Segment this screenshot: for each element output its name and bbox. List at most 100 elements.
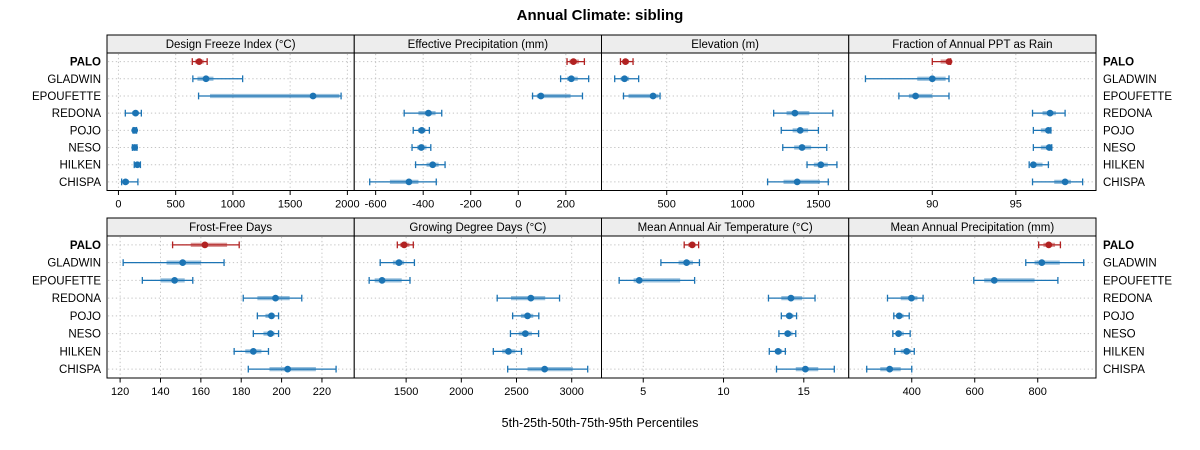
site-label-right: PALO <box>1103 57 1134 69</box>
median-dot <box>395 259 403 267</box>
site-label-left: CHISPA <box>59 177 101 189</box>
median-dot <box>133 161 141 169</box>
panel-box <box>353 52 602 191</box>
median-dot <box>635 276 643 284</box>
median-dot <box>418 126 426 134</box>
median-dot <box>122 178 129 186</box>
median-dot <box>908 294 915 302</box>
median-dot <box>1045 241 1053 249</box>
site-label-right: NESO <box>1103 143 1136 155</box>
axis-tick-label: 1000 <box>730 199 754 211</box>
median-dot <box>1061 178 1069 186</box>
median-dot <box>793 178 801 186</box>
axis-tick-label: 140 <box>151 386 169 398</box>
axis-tick-label: 2000 <box>449 386 473 398</box>
median-dot <box>1044 126 1052 134</box>
axis-tick-label: 90 <box>926 199 938 211</box>
panel-box <box>601 52 850 191</box>
axis-tick-label: -400 <box>412 199 434 211</box>
panel-strip-title: Mean Annual Precipitation (mm) <box>891 222 1055 234</box>
site-label-left: REDONA <box>52 108 102 120</box>
median-dot <box>798 144 806 151</box>
median-dot <box>505 347 512 355</box>
axis-tick-label: 1500 <box>806 199 830 211</box>
median-dot <box>309 92 317 100</box>
site-label-left: REDONA <box>52 293 102 305</box>
axis-tick-label: 2500 <box>504 386 528 398</box>
median-dot <box>688 241 696 249</box>
axis-tick-label: 2000 <box>335 199 359 211</box>
axis-tick-label: 400 <box>903 386 921 398</box>
site-label-right: CHISPA <box>1103 177 1145 189</box>
median-dot <box>400 241 408 249</box>
median-dot <box>1046 109 1054 117</box>
site-label-left: NESO <box>68 143 101 155</box>
axis-tick-label: 200 <box>557 199 575 211</box>
median-dot <box>521 330 529 338</box>
site-label-left: PALO <box>70 240 101 252</box>
axis-tick-label: 0 <box>515 199 521 211</box>
median-dot <box>429 161 437 169</box>
median-dot <box>425 109 432 117</box>
median-dot <box>945 58 953 65</box>
median-dot <box>1038 259 1046 267</box>
median-dot <box>131 126 139 134</box>
panel-box <box>601 235 850 379</box>
median-dot <box>171 276 179 284</box>
site-label-right: REDONA <box>1103 108 1153 120</box>
site-label-right: GLADWIN <box>1103 74 1157 86</box>
site-label-left: GLADWIN <box>47 258 101 270</box>
median-dot <box>417 144 425 151</box>
median-dot <box>928 75 936 83</box>
median-dot <box>202 75 210 83</box>
site-label-left: NESO <box>68 329 101 341</box>
site-label-right: POJO <box>1103 311 1134 323</box>
panel-box <box>353 235 602 379</box>
median-dot <box>272 294 279 302</box>
median-dot <box>268 312 275 320</box>
site-label-right: HILKEN <box>1103 346 1145 358</box>
axis-tick-label: 600 <box>966 386 984 398</box>
site-label-left: HILKEN <box>59 346 101 358</box>
median-dot <box>649 92 657 100</box>
site-label-right: POJO <box>1103 125 1134 137</box>
panel-strip-title: Elevation (m) <box>691 39 759 51</box>
site-label-left: CHISPA <box>59 364 101 376</box>
site-label-right: EPOUFETTE <box>1103 275 1172 287</box>
median-dot <box>541 365 549 373</box>
panel-box <box>106 235 355 379</box>
median-dot <box>785 312 793 320</box>
median-dot <box>817 161 825 169</box>
median-dot <box>912 92 919 100</box>
axis-tick-label: 3000 <box>559 386 583 398</box>
median-dot <box>195 58 203 65</box>
panel-strip-title: Growing Degree Days (°C) <box>409 222 546 234</box>
median-dot <box>567 75 575 83</box>
median-dot <box>537 92 545 100</box>
site-label-left: EPOUFETTE <box>32 91 101 103</box>
axis-tick-label: 15 <box>798 386 810 398</box>
panel-box <box>848 52 1097 191</box>
median-dot <box>796 126 804 134</box>
median-dot <box>249 347 257 355</box>
median-dot <box>774 347 782 355</box>
axis-tick-label: 1000 <box>221 199 245 211</box>
median-dot <box>784 330 792 338</box>
site-label-left: EPOUFETTE <box>32 275 101 287</box>
median-dot <box>990 276 998 284</box>
panel-box <box>106 52 355 191</box>
median-dot <box>802 365 809 373</box>
axis-tick-label: 180 <box>232 386 250 398</box>
site-label-left: PALO <box>70 57 101 69</box>
median-dot <box>622 58 629 65</box>
median-dot <box>903 347 911 355</box>
site-label-left: HILKEN <box>59 160 101 172</box>
median-dot <box>895 330 902 338</box>
median-dot <box>683 259 690 267</box>
median-dot <box>201 241 209 249</box>
median-dot <box>267 330 274 338</box>
site-label-right: HILKEN <box>1103 160 1145 172</box>
axis-tick-label: 160 <box>192 386 210 398</box>
median-dot <box>895 312 903 320</box>
axis-tick-label: 1500 <box>394 386 418 398</box>
